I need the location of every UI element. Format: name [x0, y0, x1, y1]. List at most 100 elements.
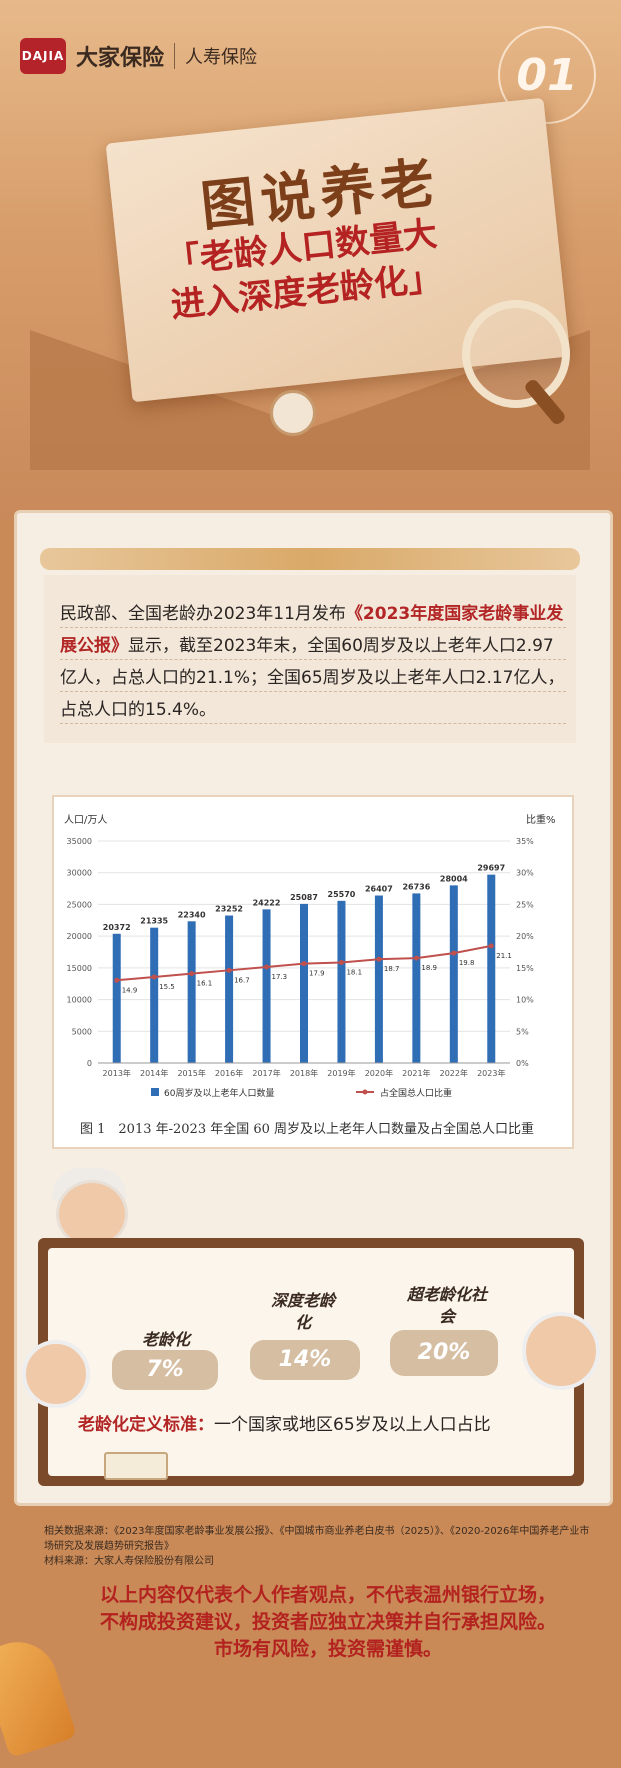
bar-data-label: 26407: [365, 885, 393, 894]
ribbon-decoration: [40, 548, 580, 570]
disclaimer-line-2: 不构成投资建议，投资者应独立决策并自行承担风险。: [99, 1611, 556, 1633]
chart-frame: [52, 795, 574, 1149]
bar-data-label: 25570: [328, 890, 356, 899]
y-tick-label-right: 10%: [516, 996, 534, 1005]
divider: [60, 659, 566, 660]
level-label-aging: 老龄化: [141, 1330, 190, 1349]
line-point: [226, 967, 232, 973]
x-tick-label: 2022年: [440, 1068, 468, 1078]
bar-data-label: 23252: [215, 905, 243, 914]
elder-man-illustration: [522, 1312, 600, 1390]
x-tick-label: 2023年: [477, 1068, 505, 1078]
line-data-label: 16.1: [197, 980, 213, 988]
y-tick-label-right: 30%: [516, 869, 534, 878]
y-tick-label-left: 15000: [67, 964, 92, 973]
magnifier-icon: [462, 300, 570, 408]
level-label-super-aging: 超老龄化社会: [392, 1284, 502, 1328]
y-axis-label-left: 人口/万人: [64, 814, 107, 826]
definition-label: 老龄化定义标准：: [78, 1415, 214, 1435]
materials-line: 材料来源：大家人寿保险股份有限公司: [44, 1556, 214, 1567]
legend-label-bars: 60周岁及以上老年人口数量: [164, 1087, 274, 1099]
bar: [412, 893, 421, 1063]
line-point: [301, 961, 307, 967]
x-tick-label: 2016年: [215, 1068, 243, 1078]
level-value-super-aging: 20%: [390, 1330, 498, 1376]
chart-caption: 图 1 2013 年-2023 年全国 60 周岁及以上老年人口数量及占全国总人…: [80, 1122, 535, 1137]
y-tick-label-left: 5000: [72, 1027, 92, 1036]
bar-data-label: 26736: [402, 882, 430, 891]
issue-badge: 01: [498, 26, 596, 124]
y-tick-label-left: 0: [87, 1059, 92, 1068]
bar-data-label: 20372: [103, 923, 131, 932]
y-tick-label-left: 30000: [67, 869, 92, 878]
bar: [300, 903, 308, 1063]
line-point: [338, 960, 344, 966]
y-tick-label-right: 20%: [516, 932, 534, 941]
brand-header: DAJIA 大家保险 人寿保险: [20, 38, 257, 74]
data-sources: 相关数据来源：《2023年度国家老龄事业发展公报》、《中国城市商业养老白皮书（2…: [44, 1524, 592, 1569]
disclaimer-line-3: 市场有风险，投资需谨慎。: [213, 1638, 442, 1660]
level-label-deep-aging: 深度老龄化: [248, 1290, 358, 1334]
disclaimer-line-1: 以上内容仅代表个人作者观点，不代表温州银行立场，: [99, 1584, 556, 1606]
definition-text: 一个国家或地区65岁及以上人口占比: [214, 1415, 491, 1435]
bar: [449, 885, 458, 1063]
bar: [374, 895, 383, 1063]
bar: [487, 874, 496, 1063]
line-point: [488, 943, 494, 949]
x-tick-label: 2014年: [140, 1068, 168, 1078]
line-data-label: 17.9: [309, 970, 325, 978]
y-tick-label-left: 25000: [67, 900, 92, 909]
intro-part-1: 民政部、全国老龄办2023年11月发布: [60, 604, 346, 624]
y-tick-label-right: 15%: [516, 964, 534, 973]
line-point: [151, 974, 157, 980]
brand-name: 大家保险: [76, 46, 165, 71]
line-point: [114, 977, 120, 983]
bar-data-label: 29697: [477, 864, 505, 873]
bar: [150, 927, 159, 1063]
y-tick-label-right: 0%: [516, 1059, 529, 1068]
line-data-label: 18.1: [346, 969, 362, 977]
brand-divider: [174, 43, 176, 69]
level-label-deep-aging-text: 深度老龄化: [270, 1291, 335, 1332]
intro-highlight: 《2023年度国家老龄事业发展公报》: [60, 604, 564, 656]
line-data-label: 15.5: [159, 983, 175, 991]
line-data-label: 17.3: [272, 973, 288, 981]
y-tick-label-right: 25%: [516, 900, 534, 909]
line-data-label: 16.7: [234, 976, 250, 984]
bar: [337, 900, 346, 1063]
y-tick-label-left: 35000: [67, 837, 92, 846]
level-value-deep-aging: 14%: [250, 1340, 360, 1380]
legend-swatch-bars: [151, 1088, 159, 1096]
line-data-label: 18.9: [421, 964, 437, 972]
line-point: [189, 971, 195, 977]
disclaimer: 以上内容仅代表个人作者观点，不代表温州银行立场， 不构成投资建议，投资者应独立决…: [58, 1582, 598, 1663]
intro-part-2: 显示，截至2023年末，全国60周岁及以上老年人口2.97亿人，占总人口的21.…: [60, 636, 565, 720]
bar-data-label: 22340: [178, 910, 206, 919]
level-label-super-aging-text: 超老龄化社会: [407, 1285, 488, 1326]
intro-text: 民政部、全国老龄办2023年11月发布《2023年度国家老龄事业发展公报》显示，…: [60, 598, 566, 726]
line-data-label: 14.9: [122, 986, 138, 994]
bar: [112, 933, 121, 1063]
bar: [225, 915, 234, 1063]
bar-data-label: 28004: [440, 874, 468, 883]
divider: [60, 627, 566, 628]
brand-sub: 人寿保险: [185, 47, 258, 68]
aging-definition: 老龄化定义标准：一个国家或地区65岁及以上人口占比: [78, 1410, 558, 1435]
book-icon: [104, 1452, 168, 1480]
legend-marker-line: [362, 1089, 368, 1095]
line-data-label: 21.1: [496, 952, 512, 960]
x-tick-label: 2013年: [103, 1068, 131, 1078]
envelope-button-icon: [270, 390, 316, 436]
x-tick-label: 2015年: [177, 1068, 205, 1078]
bar-data-label: 24222: [253, 898, 281, 907]
y-tick-label-left: 20000: [67, 932, 92, 941]
divider: [60, 691, 566, 692]
bar-data-label: 21335: [140, 917, 168, 926]
line-point: [376, 956, 382, 962]
y-tick-label-right: 5%: [516, 1027, 529, 1036]
y-tick-label-right: 35%: [516, 837, 534, 846]
x-tick-label: 2020年: [365, 1068, 393, 1078]
line-point: [413, 955, 419, 961]
level-value-aging: 7%: [112, 1350, 218, 1390]
population-chart: 人口/万人 比重% 0 0% 5000 5% 10000 10% 15000 15% 20000 20…: [64, 813, 556, 1099]
